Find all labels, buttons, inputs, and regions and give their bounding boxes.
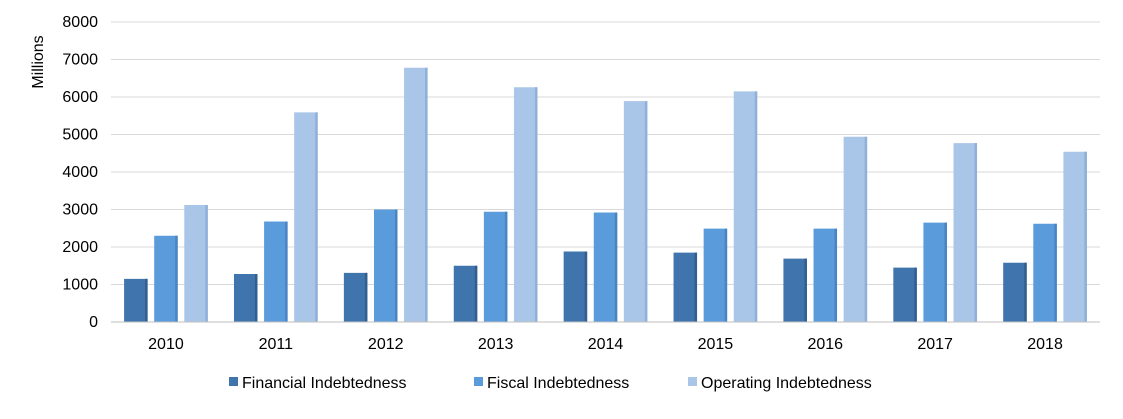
y-tick-label: 7000 bbox=[62, 52, 98, 69]
y-tick-label: 3000 bbox=[62, 202, 98, 219]
bar bbox=[1033, 223, 1057, 322]
bar-edge bbox=[694, 252, 698, 322]
bar bbox=[893, 267, 917, 322]
y-tick-label: 4000 bbox=[62, 164, 98, 181]
bar-edge bbox=[614, 212, 618, 322]
bar bbox=[843, 136, 868, 322]
bar bbox=[783, 258, 807, 322]
y-tick-label: 2000 bbox=[62, 239, 98, 256]
bar-edge bbox=[315, 112, 318, 322]
bar bbox=[404, 67, 428, 322]
legend-swatch bbox=[474, 377, 483, 386]
x-tick-label: 2010 bbox=[148, 336, 184, 353]
legend-label: Operating Indebtedness bbox=[701, 375, 872, 392]
bar bbox=[623, 101, 648, 322]
legend: Financial Indebtedness Fiscal Indebtednes… bbox=[229, 375, 872, 392]
x-tick-label: 2015 bbox=[698, 336, 734, 353]
y-tick-label: 8000 bbox=[62, 14, 98, 31]
bar-edge bbox=[1024, 262, 1027, 322]
bar-edge bbox=[474, 265, 478, 322]
bar-edge bbox=[254, 274, 258, 322]
bar-edge bbox=[834, 228, 838, 322]
y-tick-label: 5000 bbox=[62, 127, 98, 144]
bar-edge bbox=[804, 258, 807, 322]
bar-edge bbox=[974, 143, 978, 322]
bar-edge bbox=[205, 205, 208, 322]
bar-edge bbox=[364, 272, 368, 322]
bar-edge bbox=[724, 228, 728, 322]
y-tick-label: 6000 bbox=[62, 89, 98, 106]
bar-edge bbox=[534, 87, 538, 322]
y-tick-label: 0 bbox=[89, 314, 98, 331]
x-tick-label: 2011 bbox=[259, 336, 294, 353]
axes: 0 1000 2000 3000 4000 5000 6000 7000 8000 2010 201… bbox=[62, 14, 1100, 353]
bar-edge bbox=[1084, 151, 1087, 322]
legend-swatch bbox=[688, 377, 697, 386]
bar-edge bbox=[864, 136, 868, 322]
bar bbox=[453, 265, 478, 322]
x-tick-label: 2012 bbox=[368, 336, 404, 353]
bar bbox=[593, 212, 618, 322]
bar bbox=[733, 91, 758, 322]
bar bbox=[373, 209, 398, 322]
y-axis-title: Millions bbox=[30, 35, 47, 88]
bar bbox=[184, 205, 208, 322]
bar-edge bbox=[145, 278, 148, 322]
bar bbox=[513, 87, 538, 322]
bar-edge bbox=[944, 222, 947, 322]
bar bbox=[483, 211, 508, 322]
bar bbox=[294, 112, 318, 322]
bar-edge bbox=[914, 267, 917, 322]
bar-edge bbox=[504, 211, 508, 322]
bar-edge bbox=[754, 91, 758, 322]
legend-swatch bbox=[229, 377, 238, 386]
x-tick-label: 2018 bbox=[1027, 336, 1063, 353]
bar bbox=[154, 235, 178, 322]
bar bbox=[233, 274, 258, 322]
x-tick-label: 2014 bbox=[588, 336, 624, 353]
bar bbox=[953, 143, 978, 322]
bar bbox=[563, 251, 588, 322]
bar bbox=[1063, 151, 1087, 322]
bar-edge bbox=[394, 209, 398, 322]
bar-edge bbox=[175, 235, 178, 322]
bar-edge bbox=[1054, 223, 1057, 322]
bar bbox=[343, 272, 368, 322]
x-tick-label: 2013 bbox=[478, 336, 514, 353]
bar bbox=[1003, 262, 1027, 322]
bar bbox=[673, 252, 698, 322]
legend-label: Fiscal Indebtedness bbox=[487, 375, 629, 392]
bar bbox=[923, 222, 947, 322]
bar bbox=[703, 228, 728, 322]
y-tick-label: 1000 bbox=[62, 277, 98, 294]
legend-label: Financial Indebtedness bbox=[242, 375, 407, 392]
bar-edge bbox=[584, 251, 588, 322]
bar-edge bbox=[425, 67, 428, 322]
bar-edge bbox=[644, 101, 648, 322]
x-tick-label: 2017 bbox=[917, 336, 953, 353]
bar-edge bbox=[285, 221, 288, 322]
bar bbox=[813, 228, 838, 322]
x-tick-label: 2016 bbox=[807, 336, 843, 353]
bars bbox=[124, 67, 1087, 322]
bar bbox=[264, 221, 288, 322]
bar bbox=[124, 278, 148, 322]
